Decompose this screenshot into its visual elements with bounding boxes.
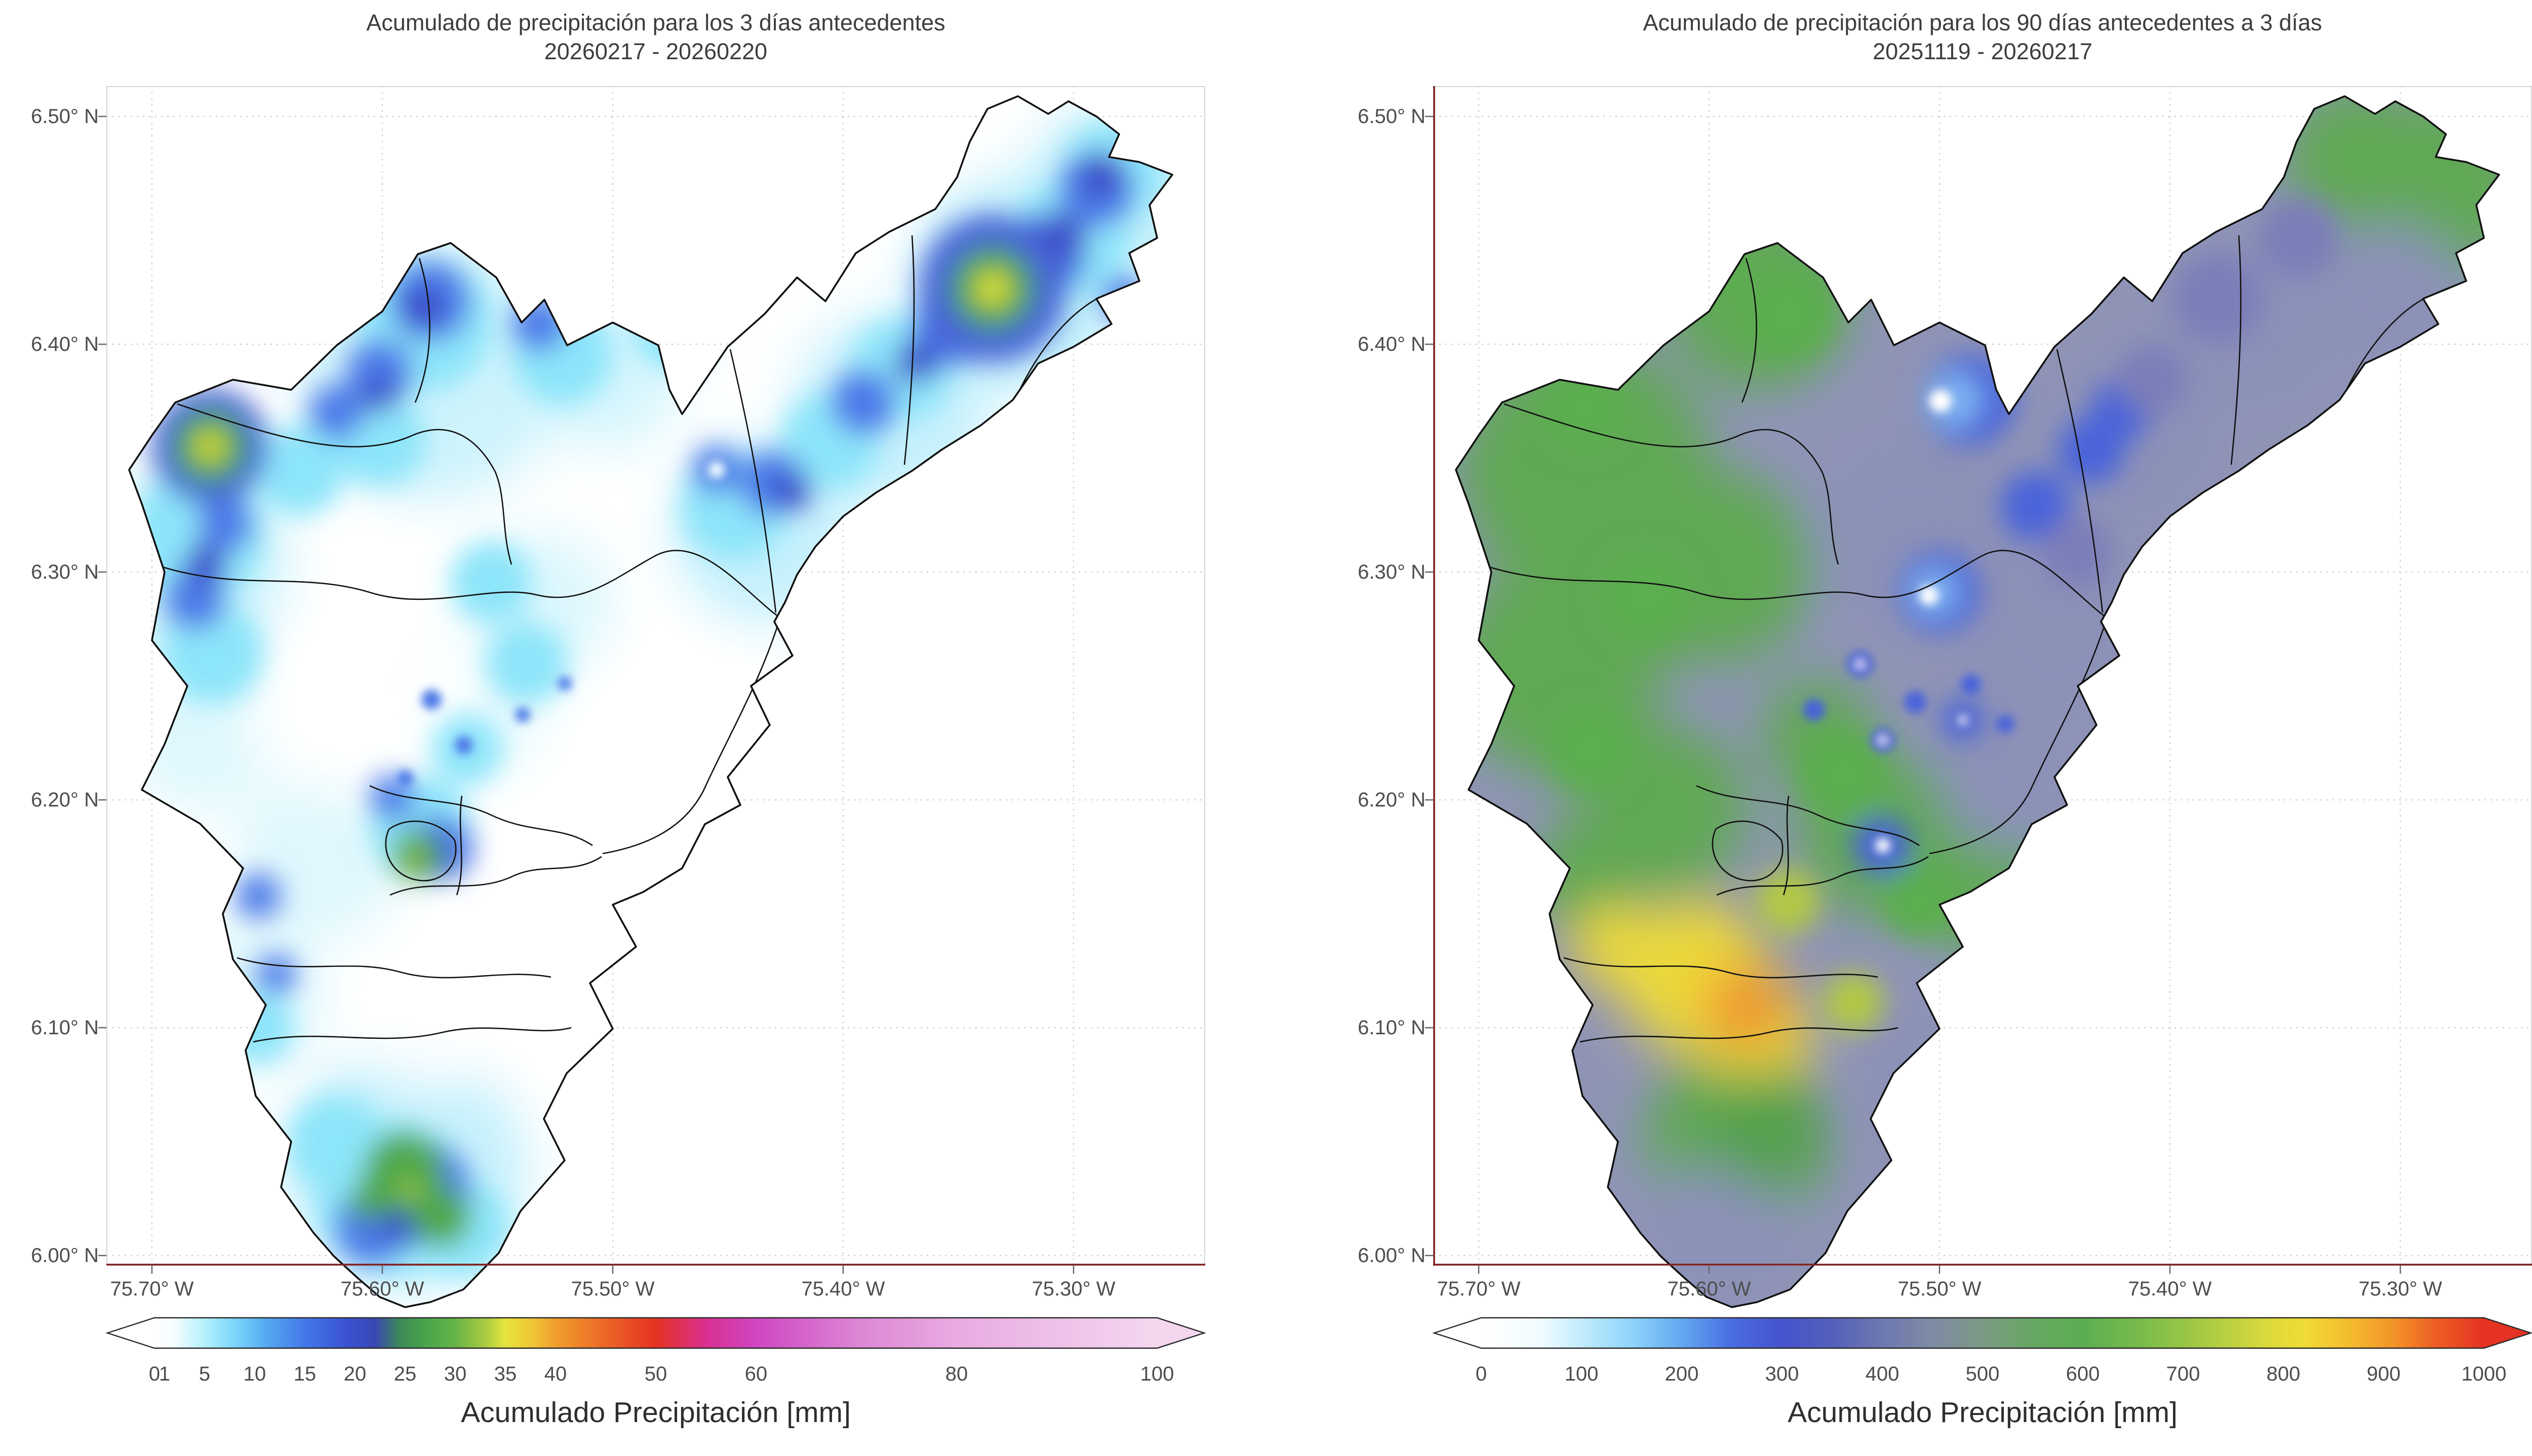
lat-tick: 6.00° N bbox=[31, 1244, 99, 1267]
cb-tick: 100 bbox=[1564, 1363, 1599, 1385]
map-90day bbox=[1425, 86, 2532, 1308]
panel-title: Acumulado de precipitación para los 3 dí… bbox=[366, 10, 945, 35]
cb-tick: 5 bbox=[199, 1363, 211, 1385]
cb-tick: 20 bbox=[343, 1363, 367, 1385]
cb-tick: 60 bbox=[744, 1363, 768, 1385]
cb-tick: 700 bbox=[2166, 1363, 2200, 1385]
cb-tick: 800 bbox=[2266, 1363, 2301, 1385]
map-3day bbox=[98, 86, 1205, 1308]
cb-tick: 600 bbox=[2066, 1363, 2100, 1385]
axis-ticks bbox=[98, 115, 1075, 1274]
cb-tick: 100 bbox=[1140, 1363, 1174, 1385]
lon-tick: 75.60° W bbox=[340, 1278, 424, 1300]
precip-spots bbox=[1803, 390, 2014, 853]
panel-3day: Acumulado de precipitación para los 3 dí… bbox=[31, 10, 1206, 1429]
lat-tick: 6.40° N bbox=[1358, 333, 1426, 355]
lon-tick: 75.50° W bbox=[1897, 1278, 1982, 1300]
cb-tick: 10 bbox=[243, 1363, 266, 1385]
lon-tick: 75.70° W bbox=[110, 1278, 194, 1300]
lat-tick: 6.50° N bbox=[1358, 105, 1426, 128]
cb-tick: 1 bbox=[159, 1363, 171, 1385]
lat-tick: 6.30° N bbox=[1358, 561, 1426, 583]
cb-tick: 400 bbox=[1865, 1363, 1900, 1385]
lat-tick: 6.20° N bbox=[31, 789, 99, 811]
lon-tick: 75.30° W bbox=[1032, 1278, 1116, 1300]
precipitation-field bbox=[129, 96, 1172, 1307]
panel-subtitle-dates: 20260217 - 20260220 bbox=[544, 38, 768, 64]
cb-tick: 200 bbox=[1665, 1363, 1699, 1385]
colorbar-axis-label: Acumulado Precipitación [mm] bbox=[1788, 1396, 2178, 1429]
lat-tick: 6.40° N bbox=[31, 333, 99, 355]
lon-tick: 75.60° W bbox=[1667, 1278, 1751, 1300]
panel-90day: Acumulado de precipitación para los 90 d… bbox=[1277, 0, 2532, 1456]
cb-tick: 30 bbox=[444, 1363, 467, 1385]
lat-tick: 6.10° N bbox=[1358, 1017, 1426, 1039]
lat-tick: 6.30° N bbox=[31, 561, 99, 583]
panel-subtitle-dates: 20251119 - 20260217 bbox=[1873, 38, 2092, 64]
cb-tick: 1000 bbox=[2461, 1363, 2507, 1385]
lon-tick: 75.40° W bbox=[801, 1278, 885, 1300]
cb-tick: 80 bbox=[945, 1363, 968, 1385]
lat-tick: 6.00° N bbox=[1358, 1244, 1426, 1267]
lat-tick: 6.50° N bbox=[31, 105, 99, 128]
lat-tick: 6.20° N bbox=[1358, 789, 1426, 811]
colorbar-gradient-bar bbox=[105, 1317, 1206, 1349]
cb-tick: 50 bbox=[644, 1363, 667, 1385]
cb-tick: 900 bbox=[2366, 1363, 2401, 1385]
cb-tick: 35 bbox=[494, 1363, 517, 1385]
cb-tick: 500 bbox=[1965, 1363, 2000, 1385]
colorbar-90day bbox=[1432, 1317, 2532, 1349]
lon-tick: 75.30° W bbox=[2358, 1278, 2442, 1300]
cb-tick: 0 bbox=[1475, 1363, 1487, 1385]
lon-tick: 75.70° W bbox=[1437, 1278, 1521, 1300]
precipitation-field bbox=[1456, 96, 2499, 1307]
colorbar-3day bbox=[105, 1317, 1206, 1349]
colorbar-axis-label: Acumulado Precipitación [mm] bbox=[461, 1396, 851, 1429]
panel-title: Acumulado de precipitación para los 90 d… bbox=[1643, 10, 2322, 35]
cb-tick: 300 bbox=[1765, 1363, 1799, 1385]
lon-tick: 75.40° W bbox=[2128, 1278, 2212, 1300]
cb-tick: 0 bbox=[148, 1363, 161, 1385]
colorbar-gradient-bar bbox=[1432, 1317, 2532, 1349]
cb-tick: 25 bbox=[393, 1363, 417, 1385]
lon-tick: 75.50° W bbox=[571, 1278, 655, 1300]
lat-tick: 6.10° N bbox=[31, 1017, 99, 1039]
precip-spots bbox=[397, 461, 725, 787]
cb-tick: 15 bbox=[293, 1363, 316, 1385]
axis-ticks bbox=[1425, 115, 2401, 1274]
cb-tick: 40 bbox=[544, 1363, 567, 1385]
